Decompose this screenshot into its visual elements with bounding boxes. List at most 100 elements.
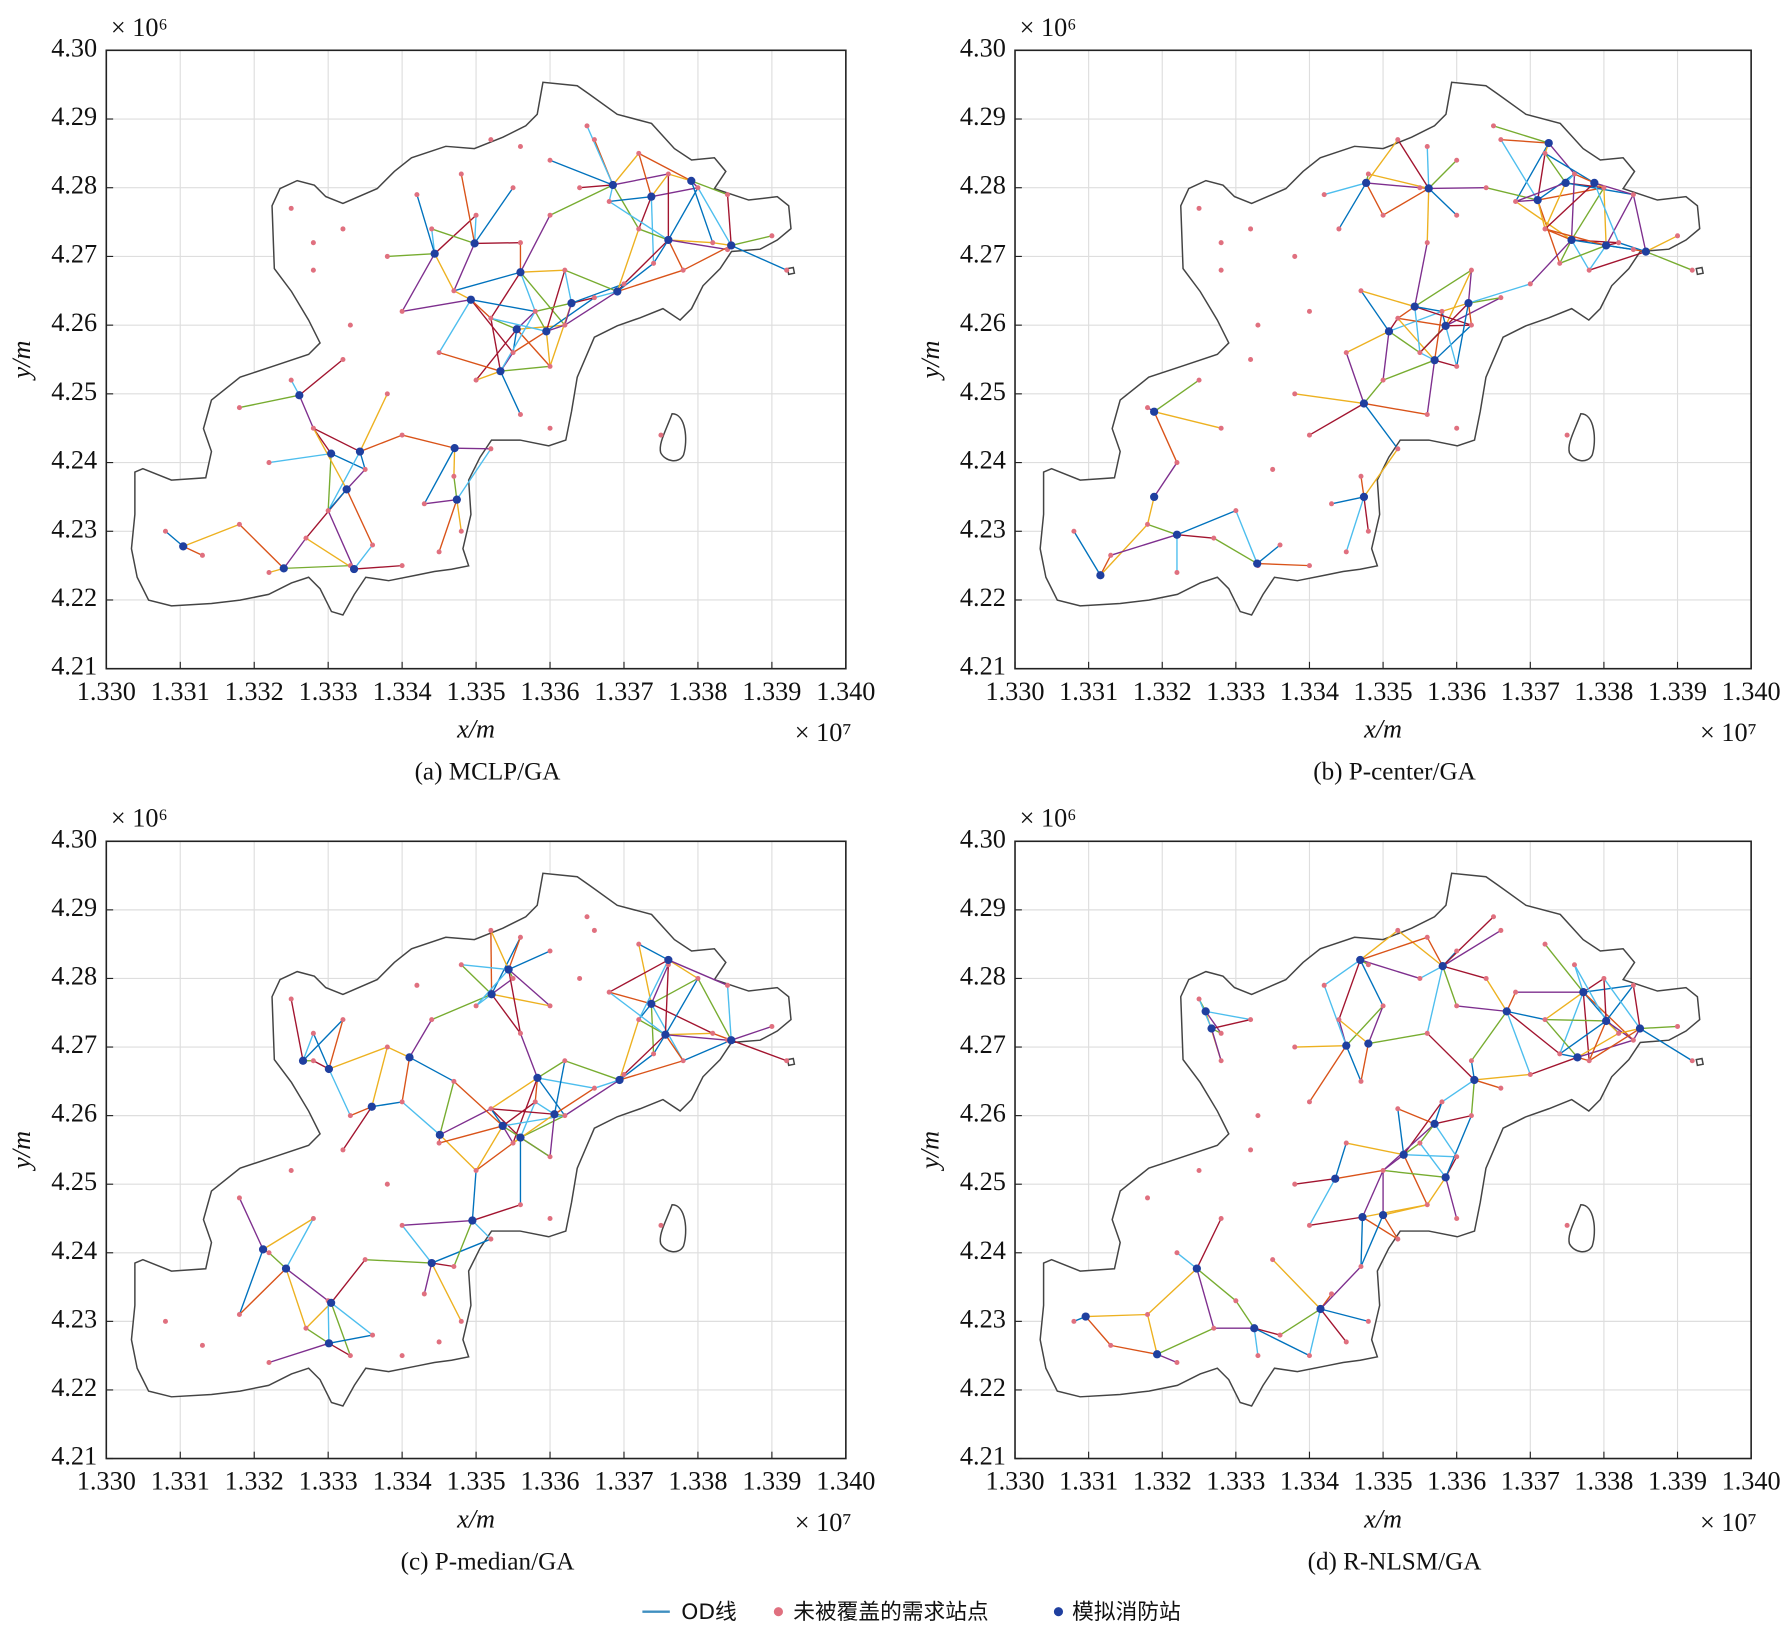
od-line	[302, 1019, 344, 1062]
x-tick-label: 1.332	[1133, 677, 1192, 706]
od-line	[668, 239, 728, 251]
od-line	[1470, 1010, 1508, 1062]
od-line	[1442, 916, 1494, 967]
demand-point	[1468, 322, 1474, 328]
demand-point	[1601, 975, 1607, 981]
demand-point	[680, 267, 686, 273]
od-line	[1345, 1045, 1362, 1082]
x-tick-label: 1.338	[1574, 1467, 1633, 1496]
od-line	[1388, 330, 1421, 354]
od-line	[1338, 182, 1367, 230]
demand-point	[725, 982, 731, 988]
demand-point	[421, 501, 427, 507]
x-tick-label: 1.337	[594, 1467, 653, 1496]
fire-station	[550, 1110, 559, 1119]
demand-point	[1306, 563, 1312, 569]
od-line	[1320, 1266, 1362, 1310]
od-line	[454, 447, 491, 450]
x-tick-label: 1.334	[1280, 1467, 1339, 1496]
od-line	[1085, 1316, 1112, 1346]
demand-point	[547, 212, 553, 218]
od-line	[1335, 1169, 1384, 1180]
od-line	[564, 1060, 620, 1081]
fire-station	[496, 367, 505, 376]
od-line	[650, 173, 669, 198]
od-line	[1588, 250, 1647, 271]
od-line	[1506, 1010, 1561, 1055]
od-line	[564, 270, 573, 304]
fire-station	[1410, 302, 1419, 311]
od-line	[268, 452, 332, 464]
demand-point	[399, 1353, 405, 1359]
od-line	[502, 1125, 551, 1158]
demand-point	[236, 405, 242, 411]
demand-point	[488, 315, 494, 321]
od-line	[1213, 537, 1258, 565]
od-line	[1445, 1115, 1473, 1178]
demand-point	[547, 425, 553, 431]
demand-point	[1395, 446, 1401, 452]
x-tick-label: 1.330	[77, 677, 136, 706]
od-line	[1235, 1300, 1255, 1329]
demand-point	[162, 528, 168, 534]
od-line	[490, 317, 518, 330]
x-tick-label: 1.331	[1059, 1467, 1118, 1496]
demand-point	[414, 192, 420, 198]
demand-point	[517, 240, 523, 246]
od-line	[651, 1003, 714, 1034]
x-axis-label: x/m	[456, 715, 495, 744]
fire-station	[1573, 1053, 1582, 1062]
demand-point	[1380, 212, 1386, 218]
od-line	[651, 977, 699, 1005]
demand-point	[429, 226, 435, 232]
od-line	[1605, 1020, 1634, 1041]
od-line	[453, 448, 456, 477]
od-line	[330, 1302, 373, 1336]
demand-point	[517, 1202, 523, 1208]
od-line	[1308, 1308, 1322, 1356]
demand-point	[436, 549, 442, 555]
fire-station	[1544, 138, 1553, 148]
od-line	[1210, 1028, 1222, 1061]
demand-point	[1630, 1037, 1636, 1043]
x-tick-label: 1.340	[1722, 677, 1781, 706]
demand-point	[1145, 1195, 1151, 1201]
demand-point	[591, 1085, 597, 1091]
demand-point	[458, 528, 464, 534]
od-line	[668, 239, 713, 244]
demand-point	[1218, 1058, 1224, 1064]
y-tick-label: 4.29	[51, 102, 97, 131]
od-line	[491, 977, 514, 995]
demand-point	[1417, 975, 1423, 981]
od-line	[490, 1108, 555, 1115]
od-line	[1577, 1039, 1634, 1058]
x-tick-label: 1.330	[985, 677, 1044, 706]
od-line	[1571, 239, 1619, 244]
caption: (c) P-median/GA	[401, 1548, 575, 1575]
od-line	[1583, 984, 1634, 993]
demand-point	[1454, 1215, 1460, 1222]
demand-point	[621, 1071, 627, 1077]
demand-point	[473, 377, 479, 383]
od-line	[1474, 1079, 1502, 1089]
od-line	[1397, 1108, 1435, 1125]
od-line	[549, 184, 614, 216]
od-line	[571, 283, 625, 304]
od-line	[1363, 402, 1428, 416]
od-line	[608, 200, 669, 241]
demand-point	[562, 267, 568, 273]
demand-point	[288, 1167, 294, 1173]
od-line	[434, 214, 477, 255]
od-line	[330, 453, 366, 471]
od-line	[365, 1258, 432, 1264]
demand-point	[1145, 405, 1151, 411]
od-line	[638, 196, 652, 230]
panel: 1.330 1.331 1.332 1.333 1.334 1.335 1.336 1.337…	[916, 804, 1781, 1576]
od-line	[409, 1056, 455, 1082]
od-line	[1414, 306, 1421, 353]
demand-point	[1365, 171, 1371, 177]
fire-station	[355, 447, 365, 456]
od-line	[512, 330, 547, 354]
od-line	[1360, 290, 1390, 332]
od-line	[1146, 496, 1155, 525]
